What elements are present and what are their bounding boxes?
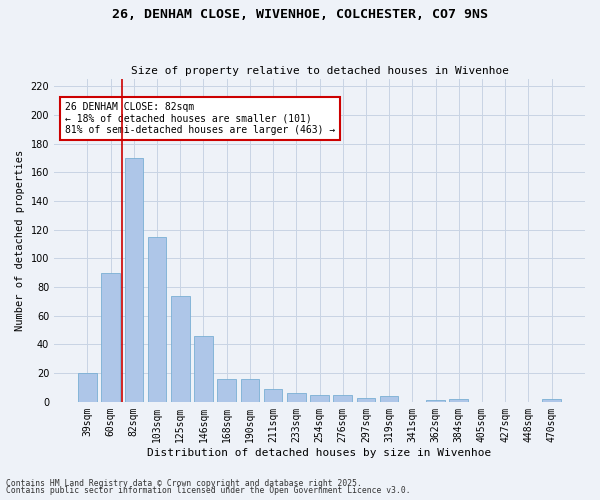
Bar — [334, 394, 352, 402]
Bar — [356, 398, 375, 402]
Bar — [241, 379, 259, 402]
Y-axis label: Number of detached properties: Number of detached properties — [15, 150, 25, 331]
Text: 26 DENHAM CLOSE: 82sqm
← 18% of detached houses are smaller (101)
81% of semi-de: 26 DENHAM CLOSE: 82sqm ← 18% of detached… — [65, 102, 335, 135]
Bar — [78, 373, 97, 402]
Text: Contains public sector information licensed under the Open Government Licence v3: Contains public sector information licen… — [6, 486, 410, 495]
X-axis label: Distribution of detached houses by size in Wivenhoe: Distribution of detached houses by size … — [148, 448, 491, 458]
Bar — [171, 296, 190, 402]
Bar — [542, 399, 561, 402]
Bar — [287, 393, 305, 402]
Bar — [380, 396, 398, 402]
Bar — [217, 379, 236, 402]
Bar — [148, 237, 166, 402]
Text: Contains HM Land Registry data © Crown copyright and database right 2025.: Contains HM Land Registry data © Crown c… — [6, 478, 362, 488]
Bar — [449, 399, 468, 402]
Bar — [426, 400, 445, 402]
Title: Size of property relative to detached houses in Wivenhoe: Size of property relative to detached ho… — [131, 66, 509, 76]
Bar — [310, 394, 329, 402]
Bar — [194, 336, 213, 402]
Bar — [125, 158, 143, 402]
Bar — [264, 389, 283, 402]
Bar — [101, 272, 120, 402]
Text: 26, DENHAM CLOSE, WIVENHOE, COLCHESTER, CO7 9NS: 26, DENHAM CLOSE, WIVENHOE, COLCHESTER, … — [112, 8, 488, 20]
